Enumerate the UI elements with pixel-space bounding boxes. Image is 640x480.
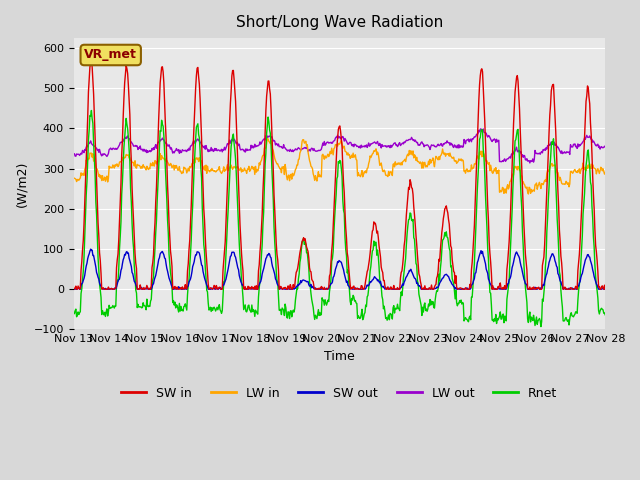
SW in — [80, 221, 88, 227]
X-axis label: Time: Time — [324, 350, 355, 363]
LW out — [134, 146, 142, 152]
SW in — [88, 59, 95, 65]
LW in — [525, 191, 532, 197]
LW in — [70, 175, 77, 181]
Line: SW out: SW out — [74, 249, 605, 289]
SW in — [70, 285, 77, 291]
SW out — [421, 286, 429, 292]
LW in — [602, 169, 609, 175]
LW out — [602, 144, 609, 150]
Rnet — [217, 308, 225, 314]
Text: VR_met: VR_met — [84, 48, 137, 61]
LW in — [216, 168, 224, 174]
SW in — [70, 286, 78, 292]
LW in — [404, 153, 412, 158]
SW out — [406, 267, 413, 273]
Y-axis label: (W/m2): (W/m2) — [15, 160, 28, 207]
SW in — [602, 286, 609, 292]
Title: Short/Long Wave Radiation: Short/Long Wave Radiation — [236, 15, 443, 30]
SW out — [80, 276, 88, 281]
LW out — [526, 160, 534, 166]
Rnet — [404, 217, 412, 223]
SW out — [602, 286, 609, 292]
LW in — [264, 135, 271, 141]
Rnet — [70, 310, 77, 315]
Rnet — [537, 324, 545, 329]
SW out — [218, 286, 225, 292]
LW in — [79, 170, 87, 176]
SW in — [189, 137, 197, 143]
SW out — [87, 246, 95, 252]
SW in — [406, 187, 413, 192]
Rnet — [602, 312, 609, 318]
LW out — [404, 138, 412, 144]
LW out — [70, 151, 77, 157]
Line: LW in: LW in — [74, 138, 605, 194]
SW out — [70, 286, 77, 292]
LW out — [188, 142, 196, 148]
Rnet — [420, 302, 428, 308]
Line: LW out: LW out — [74, 129, 605, 163]
Line: SW in: SW in — [74, 62, 605, 289]
Legend: SW in, LW in, SW out, LW out, Rnet: SW in, LW in, SW out, LW out, Rnet — [116, 382, 563, 405]
LW out — [79, 148, 87, 154]
Rnet — [135, 304, 143, 310]
LW out — [479, 126, 487, 132]
Rnet — [79, 268, 87, 274]
LW in — [134, 162, 142, 168]
Line: Rnet: Rnet — [74, 110, 605, 326]
SW out — [70, 286, 78, 292]
SW out — [189, 262, 197, 267]
LW out — [420, 141, 428, 147]
SW out — [136, 286, 143, 291]
Rnet — [88, 108, 95, 113]
Rnet — [189, 203, 196, 208]
SW in — [421, 283, 429, 288]
LW in — [188, 161, 196, 167]
LW in — [420, 160, 428, 166]
SW in — [136, 286, 143, 292]
SW in — [218, 286, 225, 292]
LW out — [216, 148, 224, 154]
